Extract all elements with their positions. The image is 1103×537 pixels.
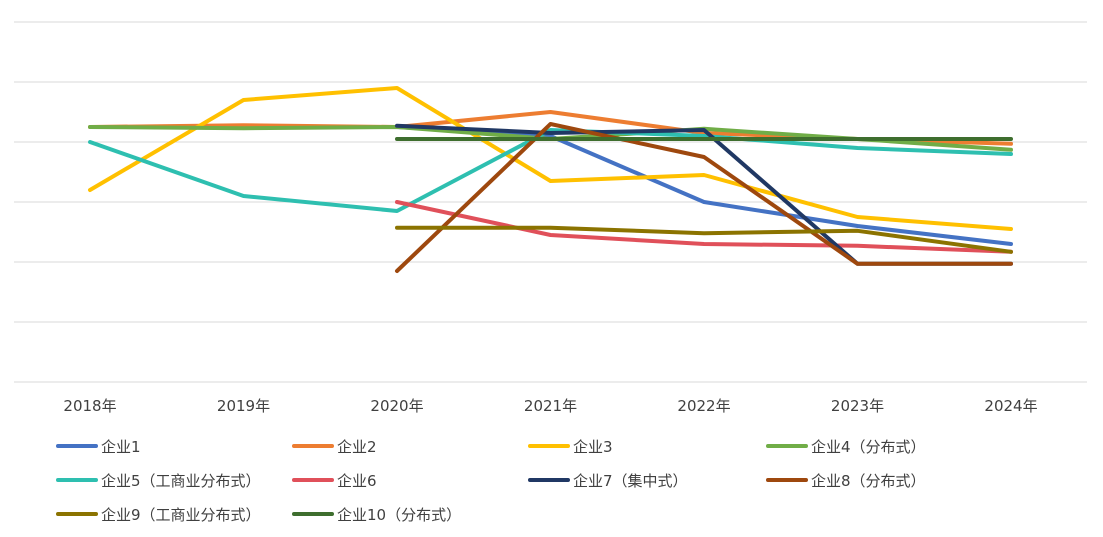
x-tick-label: 2021年 [524, 397, 577, 415]
x-tick-label: 2024年 [984, 397, 1037, 415]
gridlines [14, 21, 1087, 383]
series-line-5 [88, 128, 1013, 213]
series-lines [88, 86, 1013, 273]
series-line-8 [395, 122, 1013, 273]
x-tick-label: 2019年 [217, 397, 270, 415]
x-tick-label: 2023年 [831, 397, 884, 415]
x-axis-tick-labels: 2018年 2019年 2020年 2021年 2022年 2023年 2024年 [63, 397, 1037, 415]
x-tick-label: 2022年 [677, 397, 730, 415]
series-line-9 [395, 225, 1013, 254]
x-tick-label: 2018年 [63, 397, 116, 415]
series-line-3 [88, 86, 1013, 231]
series-line-6 [395, 200, 1013, 254]
x-tick-label: 2020年 [370, 397, 423, 415]
